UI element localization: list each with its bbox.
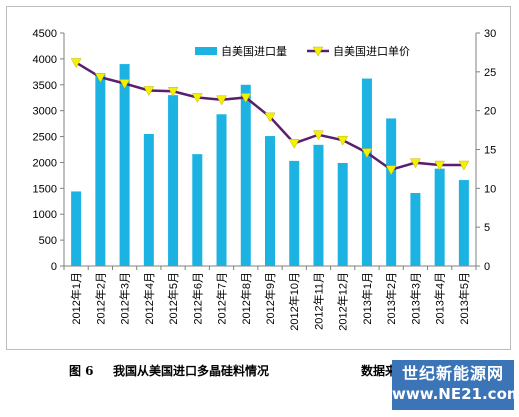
legend-bar-label: 自美国进口量 [221, 45, 287, 58]
price-marker [288, 139, 300, 149]
logo-line-2: www.NE21.com [392, 385, 519, 403]
bar [192, 154, 203, 266]
left-y-tick-label: 1000 [33, 209, 57, 221]
right-y-tick-label: 5 [484, 222, 490, 234]
price-marker [119, 79, 131, 89]
bar [143, 133, 154, 266]
bar [168, 95, 179, 266]
price-marker [167, 87, 179, 97]
price-marker [94, 73, 106, 83]
right-y-tick-label: 25 [484, 67, 496, 79]
price-marker [385, 165, 397, 176]
left-y-tick-label: 500 [39, 235, 57, 247]
x-tick-label: 2012年3月 [118, 272, 132, 325]
legend-line-marker [312, 46, 324, 57]
left-y-tick-label: 4500 [33, 28, 57, 40]
x-tick-label: 2012年2月 [93, 272, 107, 325]
right-y-tick-label: 30 [484, 28, 496, 40]
x-tick-label: 2012年10月 [287, 272, 301, 331]
right-y-tick-label: 0 [484, 261, 490, 273]
figure-number: 图 6 [69, 364, 94, 378]
price-marker [264, 112, 276, 123]
x-tick-label: 2013年3月 [408, 272, 422, 325]
x-tick-label: 2012年6月 [190, 272, 204, 325]
logo-line-1: 世纪新能源网 [401, 364, 504, 383]
right-y-tick-label: 20 [484, 106, 496, 118]
legend-bar-swatch [195, 47, 217, 55]
chart-svg: 0 500 1000 1500 2000 2500 3000 3500 4000 4500 0 5 10… [33, 28, 497, 331]
x-tick-label: 2012年11月 [311, 272, 325, 330]
bar [313, 144, 324, 266]
price-marker [458, 160, 470, 171]
left-y-tick-label: 3000 [33, 106, 57, 118]
price-marker [191, 93, 203, 103]
x-tick-label: 2012年1月 [69, 272, 83, 325]
left-y-tick-label: 4000 [33, 54, 57, 66]
price-marker [313, 130, 324, 141]
left-y-tick-label: 0 [51, 261, 57, 273]
bar [289, 160, 300, 266]
bar [410, 192, 421, 266]
left-y-tick-label: 2000 [33, 157, 57, 169]
x-tick-label: 2012年5月 [166, 272, 180, 325]
price-marker [216, 95, 227, 106]
bar [265, 136, 275, 266]
bar [240, 84, 251, 267]
right-y-tick-label: 10 [484, 183, 496, 195]
bar [216, 114, 227, 267]
x-tick-label: 2012年4月 [142, 272, 156, 325]
bar [71, 191, 82, 266]
figure-title: 我国从美国进口多晶硅料情况 [113, 364, 270, 378]
price-marker [434, 160, 446, 171]
bar [95, 74, 106, 266]
x-tick-label: 2013年4月 [433, 272, 447, 325]
price-marker [240, 93, 252, 103]
x-tick-label: 2012年12月 [336, 272, 350, 331]
left-y-tick-label: 3500 [33, 80, 57, 92]
left-y-tick-label: 1500 [33, 183, 57, 195]
bar [361, 78, 372, 266]
legend-line-label: 自美国进口单价 [333, 45, 410, 58]
bar [386, 118, 397, 266]
right-y-tick-label: 15 [484, 145, 496, 157]
price-marker [70, 58, 82, 69]
bar [434, 168, 445, 266]
price-marker [409, 158, 421, 169]
site-logo-watermark: 世纪新能源网 www.NE21.com [392, 360, 519, 410]
bar [119, 64, 130, 266]
x-tick-label: 2012年7月 [215, 272, 229, 325]
bar [458, 180, 469, 266]
price-marker [361, 148, 373, 159]
x-tick-label: 2012年9月 [263, 272, 277, 325]
x-tick-label: 2013年1月 [360, 272, 374, 325]
price-marker [143, 86, 155, 96]
x-tick-label: 2013年2月 [384, 272, 398, 325]
price-marker [337, 135, 349, 146]
x-tick-label: 2013年5月 [457, 272, 471, 325]
left-y-tick-label: 2500 [33, 132, 57, 144]
x-tick-label: 2012年8月 [239, 272, 253, 325]
chart-frame: 0 500 1000 1500 2000 2500 3000 3500 4000 4500 0 5 10… [6, 6, 511, 350]
bar [337, 162, 348, 266]
